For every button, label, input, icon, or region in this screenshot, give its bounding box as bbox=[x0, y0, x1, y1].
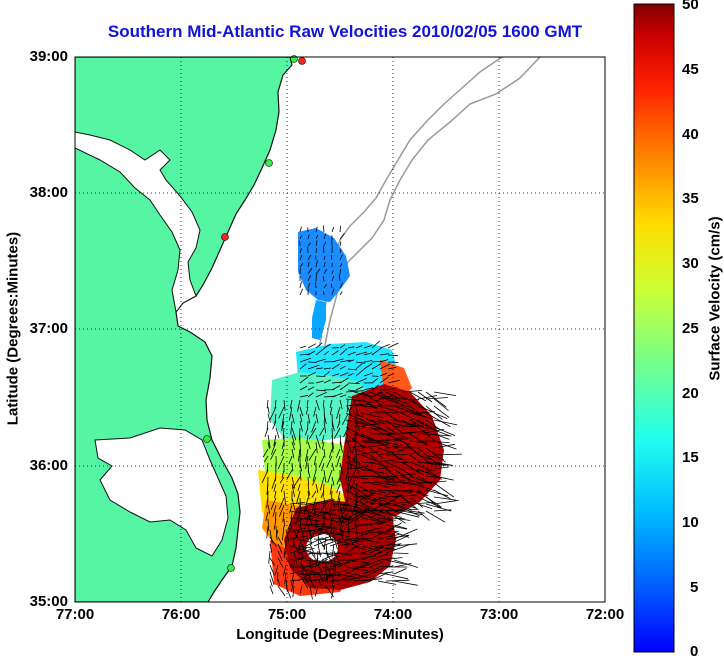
velocity-vector bbox=[394, 462, 409, 463]
colorbar-tick-label: 30 bbox=[682, 255, 699, 272]
station-marker bbox=[204, 436, 211, 443]
colorbar-tick-label: 5 bbox=[690, 579, 698, 596]
y-tick-label: 36:00 bbox=[0, 457, 68, 474]
colorbar-tick-label: 40 bbox=[682, 126, 699, 143]
colorbar-tick-label: 25 bbox=[682, 320, 699, 337]
velocity-vector bbox=[388, 362, 398, 363]
station-marker bbox=[228, 565, 235, 572]
y-tick-label: 35:00 bbox=[0, 593, 68, 610]
velocity-vector bbox=[332, 491, 333, 499]
colorbar-tick-label: 35 bbox=[682, 190, 699, 207]
colorbar-tick-label: 50 bbox=[682, 0, 699, 13]
station-marker bbox=[222, 234, 229, 241]
y-tick-label: 39:00 bbox=[0, 48, 68, 65]
x-tick-label: 72:00 bbox=[586, 606, 624, 623]
velocity-vector bbox=[394, 553, 408, 554]
x-tick-label: 75:00 bbox=[268, 606, 306, 623]
velocity-vector bbox=[386, 406, 414, 407]
colorbar-tick-label: 20 bbox=[682, 385, 699, 402]
colorbar-tick-label: 10 bbox=[682, 514, 699, 531]
velocity-vector bbox=[378, 413, 393, 414]
x-tick-label: 74:00 bbox=[374, 606, 412, 623]
colorbar bbox=[634, 4, 674, 652]
velocity-vector bbox=[316, 376, 325, 377]
colorbar-tick-label: 0 bbox=[690, 643, 698, 660]
y-tick-label: 37:00 bbox=[0, 320, 68, 337]
colorbar-tick-label: 15 bbox=[682, 449, 699, 466]
x-tick-label: 76:00 bbox=[162, 606, 200, 623]
velocity-vector bbox=[402, 448, 420, 449]
station-marker bbox=[299, 58, 306, 65]
velocity-vector bbox=[332, 414, 333, 427]
station-marker bbox=[266, 160, 273, 167]
colorbar-tick-label: 45 bbox=[682, 61, 699, 78]
velocity-vector bbox=[284, 519, 285, 527]
velocity-vector bbox=[340, 269, 341, 274]
velocity-vector bbox=[340, 226, 341, 232]
x-tick-label: 73:00 bbox=[480, 606, 518, 623]
y-tick-label: 38:00 bbox=[0, 184, 68, 201]
